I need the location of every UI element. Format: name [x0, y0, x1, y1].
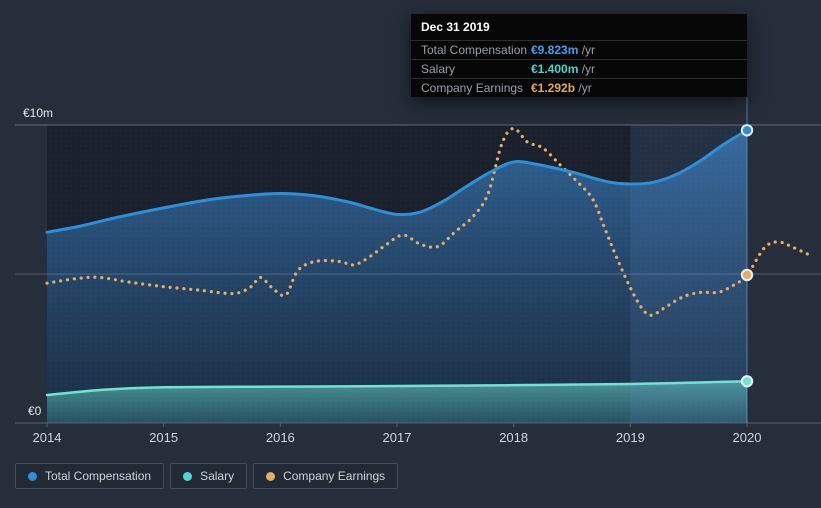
legend-color-dot — [183, 471, 193, 481]
tooltip-row-label: Salary — [421, 62, 456, 76]
tooltip-row-company-earnings: Company Earnings €1.292b /yr — [411, 78, 747, 97]
tooltip-row-total-compensation: Total Compensation €9.823m /yr — [411, 40, 747, 59]
x-axis-label-2014: 2014 — [32, 430, 62, 445]
tooltip-row-label: Company Earnings — [421, 81, 524, 95]
legend-item-salary[interactable]: Salary — [170, 463, 248, 489]
tooltip-date: Dec 31 2019 — [421, 20, 490, 34]
x-axis-label-2019: 2019 — [615, 430, 645, 445]
tooltip-row-unit: /yr — [581, 62, 596, 76]
plot-texture — [47, 125, 747, 423]
tooltip-row-label: Total Compensation — [421, 43, 528, 57]
tooltip-row-unit: /yr — [578, 81, 592, 95]
y-axis-label-10m: €10m — [23, 106, 54, 120]
tooltip-row-unit: /yr — [581, 43, 596, 57]
tooltip-rows: Total Compensation €9.823m /yr Salary €1.40… — [411, 40, 747, 97]
hover-highlight-band — [630, 125, 748, 423]
legend-item-company-earnings[interactable]: Company Earnings — [253, 463, 399, 489]
tooltip-row-value: €1.292b /yr — [531, 81, 592, 95]
hover-marker-salary — [740, 375, 754, 388]
hover-marker-company-earnings — [740, 268, 754, 282]
legend-color-dot — [266, 471, 276, 481]
legend-label: Salary — [200, 469, 235, 483]
salary-line — [45, 380, 749, 397]
x-axis-label-2016: 2016 — [265, 430, 295, 445]
tooltip-row-value: €9.823m /yr — [531, 43, 596, 57]
legend-label: Company Earnings — [283, 469, 386, 483]
x-axis-label-2015: 2015 — [149, 430, 179, 445]
legend-item-total-compensation[interactable]: Total Compensation — [15, 463, 165, 489]
legend-label: Total Compensation — [45, 469, 152, 483]
legend-color-dot — [28, 471, 37, 481]
hover-tooltip: Dec 31 2019 Total Compensation €9.823m /y… — [411, 14, 747, 97]
y-axis-label-0: €0 — [28, 404, 42, 418]
hover-marker-total-compensation — [740, 124, 754, 137]
tooltip-row-value: €1.400m /yr — [531, 62, 596, 76]
x-axis-label-2017: 2017 — [382, 430, 412, 445]
x-axis-label-2020: 2020 — [732, 430, 762, 445]
x-axis-label-2018: 2018 — [499, 430, 529, 445]
chart-legend: Total Compensation Salary Company Earnings — [15, 463, 399, 489]
tooltip-row-salary: Salary €1.400m /yr — [411, 59, 747, 78]
total-compensation-line — [45, 128, 749, 234]
company-earnings-line — [45, 126, 813, 317]
